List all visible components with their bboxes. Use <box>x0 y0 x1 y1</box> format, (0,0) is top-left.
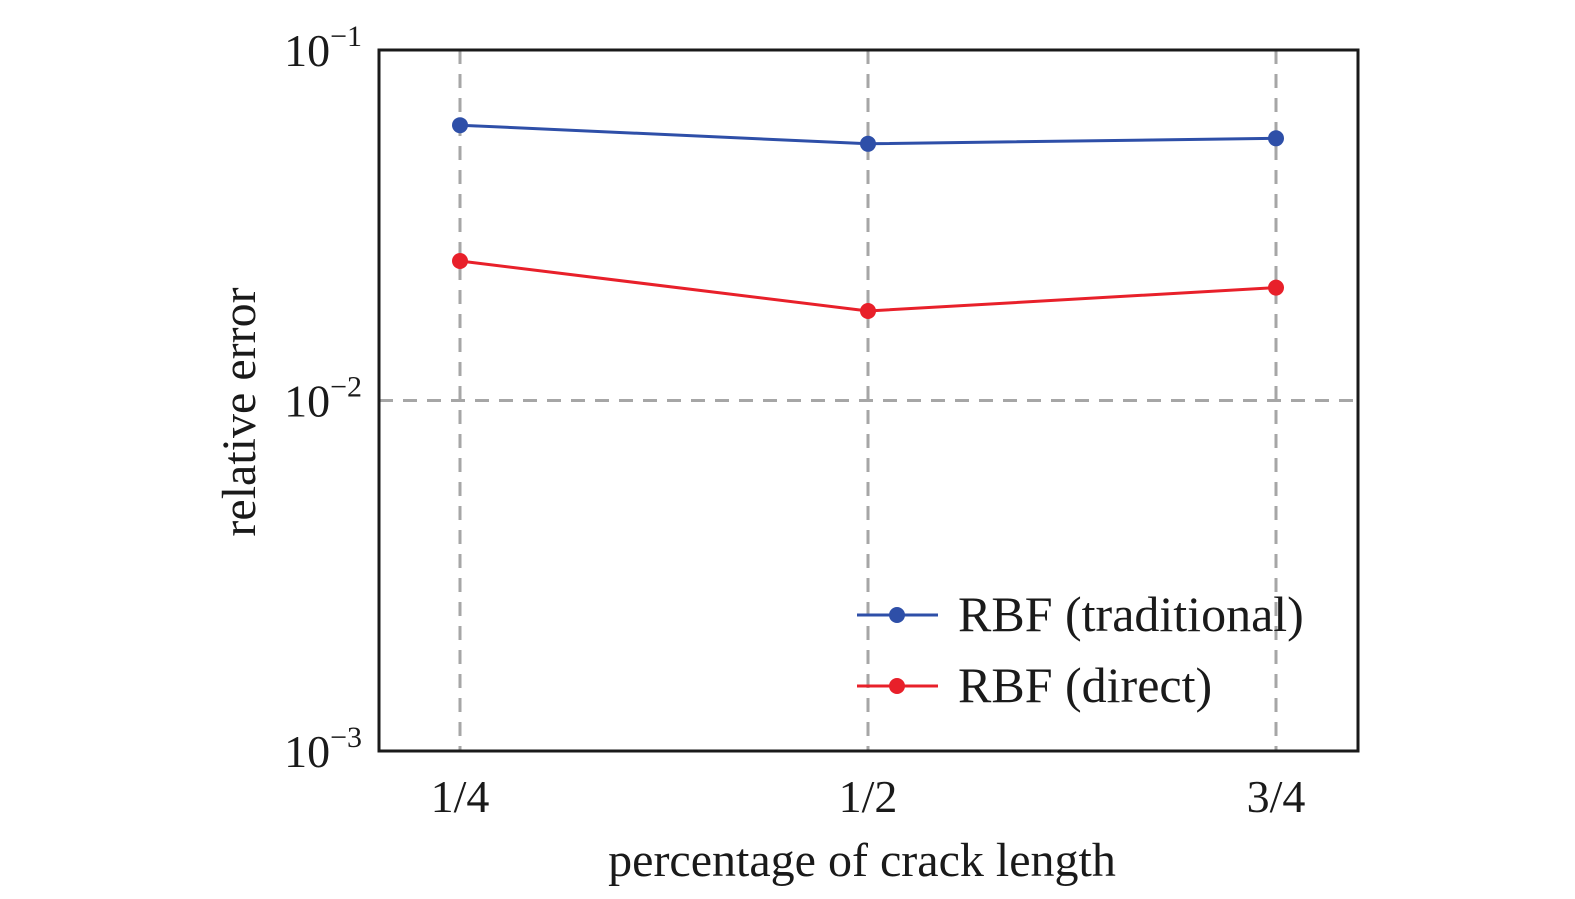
y-axis-title: relative error <box>213 287 266 536</box>
legend-label: RBF (traditional) <box>958 586 1304 642</box>
x-tick-labels: 1/4 1/2 3/4 <box>431 771 1306 822</box>
x-tick-label: 3/4 <box>1247 771 1306 822</box>
y-tick-label: 10−1 <box>284 20 362 76</box>
grid <box>379 50 1358 751</box>
data-point <box>860 135 876 152</box>
x-tick-label: 1/2 <box>839 771 898 822</box>
data-point <box>452 253 468 269</box>
legend-marker <box>889 678 905 694</box>
legend: RBF (traditional) RBF (direct) <box>857 586 1304 713</box>
x-axis-title: percentage of crack length <box>608 834 1116 887</box>
plot-frame <box>377 48 1360 753</box>
legend-label: RBF (direct) <box>958 657 1212 713</box>
data-point <box>1268 130 1284 147</box>
y-tick-label: 10−3 <box>284 721 362 777</box>
x-tick-label: 1/4 <box>431 771 490 822</box>
y-tick-label: 10−2 <box>284 371 362 427</box>
legend-marker <box>889 607 905 623</box>
data-point <box>1268 279 1284 296</box>
y-tick-labels: 10−1 10−2 10−3 <box>284 20 362 777</box>
data-point <box>860 303 876 319</box>
series-layer <box>452 117 1284 319</box>
data-point <box>452 117 468 134</box>
